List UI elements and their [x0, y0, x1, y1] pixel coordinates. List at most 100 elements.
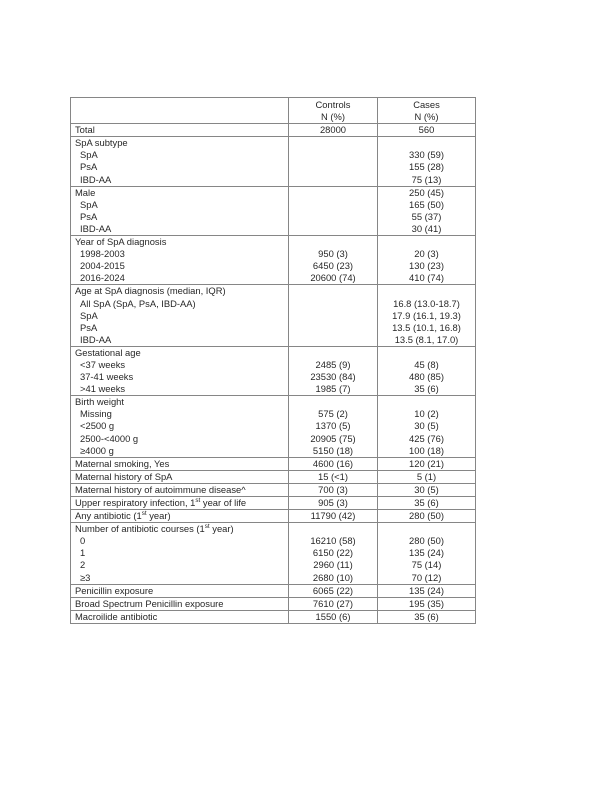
- row-cases-value: 100 (18): [377, 444, 476, 458]
- row-label: Total: [70, 123, 289, 137]
- row-cases-value: 55 (37): [377, 210, 476, 223]
- row-controls-value: 1370 (5): [288, 420, 378, 433]
- table-row: SpA 165 (50): [70, 198, 476, 211]
- row-cases-value: 480 (85): [377, 371, 476, 384]
- row-cases-value: 165 (50): [377, 198, 476, 211]
- row-cases-value: [377, 395, 476, 409]
- table-row: 2500-<4000 g 20905 (75) 425 (76): [70, 432, 476, 445]
- row-label: 37-41 weeks: [70, 371, 289, 384]
- row-controls-value: 11790 (42): [288, 509, 378, 523]
- row-label: 2004-2015: [70, 260, 289, 273]
- table-header: Controls N (%) Cases N (%): [70, 97, 476, 125]
- row-cases-value: 35 (6): [377, 609, 476, 624]
- row-label: Missing: [70, 408, 289, 421]
- row-cases-value: 130 (23): [377, 260, 476, 273]
- row-cases-value: 135 (24): [377, 547, 476, 560]
- row-controls-value: 6150 (22): [288, 547, 378, 560]
- row-cases-value: 30 (41): [377, 222, 476, 236]
- row-cases-value: 30 (5): [377, 482, 476, 497]
- row-label: <2500 g: [70, 420, 289, 433]
- row-label: 2500-<4000 g: [70, 432, 289, 445]
- table-row: Year of SpA diagnosis: [70, 235, 476, 249]
- baseline-characteristics-table: Controls N (%) Cases N (%) Total 28000 5…: [70, 97, 476, 624]
- row-controls-value: 4600 (16): [288, 456, 378, 471]
- table-row: 1998-2003 950 (3) 20 (3): [70, 248, 476, 261]
- row-label: Maternal smoking, Yes: [70, 456, 289, 471]
- table-row: Gestational age: [70, 345, 476, 359]
- table-row: 2016-2024 20600 (74) 410 (74): [70, 272, 476, 285]
- row-cases-value: 155 (28): [377, 161, 476, 174]
- row-label: PsA: [70, 210, 289, 223]
- table-row: Upper respiratory infection, 1st year of…: [70, 495, 476, 510]
- row-label: PsA: [70, 161, 289, 174]
- row-label: Gestational age: [70, 345, 289, 359]
- table-row: Age at SpA diagnosis (median, IQR): [70, 284, 476, 298]
- row-controls-value: 6065 (22): [288, 583, 378, 598]
- table-row: Maternal history of autoimmune disease^ …: [70, 482, 476, 497]
- table-row: Maternal smoking, Yes 4600 (16) 120 (21): [70, 456, 476, 471]
- table-row: SpA 330 (59): [70, 149, 476, 162]
- row-cases-value: [377, 235, 476, 249]
- table-row: SpA 17.9 (16.1, 19.3): [70, 309, 476, 322]
- row-label: Broad Spectrum Penicillin exposure: [70, 596, 289, 611]
- row-label: All SpA (SpA, PsA, IBD-AA): [70, 297, 289, 310]
- row-cases-value: 560: [377, 123, 476, 137]
- row-cases-value: 135 (24): [377, 583, 476, 598]
- row-label: Male: [70, 185, 289, 199]
- table-row: 2 2960 (11) 75 (14): [70, 559, 476, 572]
- row-controls-value: [288, 345, 378, 359]
- table-row: ≥3 2680 (10) 70 (12): [70, 571, 476, 585]
- row-cases-value: 17.9 (16.1, 19.3): [377, 309, 476, 322]
- superscript: st: [141, 509, 147, 517]
- table-row: 37-41 weeks 23530 (84) 480 (85): [70, 371, 476, 384]
- row-label: 1: [70, 547, 289, 560]
- row-label: Maternal history of autoimmune disease^: [70, 482, 289, 497]
- row-label: 2: [70, 559, 289, 572]
- row-controls-value: 2485 (9): [288, 358, 378, 372]
- table-row: Any antibiotic (1st year) 11790 (42) 280…: [70, 509, 476, 523]
- table-row: IBD-AA 30 (41): [70, 222, 476, 236]
- row-controls-value: 575 (2): [288, 408, 378, 421]
- row-label: 1998-2003: [70, 248, 289, 261]
- row-cases-value: 120 (21): [377, 456, 476, 471]
- row-cases-value: 13.5 (10.1, 16.8): [377, 321, 476, 334]
- row-controls-value: 2960 (11): [288, 559, 378, 572]
- row-cases-value: 13.5 (8.1, 17.0): [377, 333, 476, 347]
- table-row: Broad Spectrum Penicillin exposure 7610 …: [70, 596, 476, 611]
- row-label: Macroilide antibiotic: [70, 609, 289, 624]
- table-row: PsA 155 (28): [70, 161, 476, 174]
- table-row: <2500 g 1370 (5) 30 (5): [70, 420, 476, 433]
- row-controls-value: 2680 (10): [288, 571, 378, 585]
- row-label: 0: [70, 535, 289, 548]
- table-body: Total 28000 560 SpA subtype SpA 330 (59)…: [70, 123, 476, 624]
- row-controls-value: 28000: [288, 123, 378, 137]
- row-cases-value: 70 (12): [377, 571, 476, 585]
- header-cell-controls: Controls N (%): [288, 97, 378, 125]
- row-label: ≥4000 g: [70, 444, 289, 458]
- row-controls-value: 20905 (75): [288, 432, 378, 445]
- row-cases-value: [377, 345, 476, 359]
- row-cases-value: 75 (14): [377, 559, 476, 572]
- row-label: >41 weeks: [70, 383, 289, 396]
- table-row: Penicillin exposure 6065 (22) 135 (24): [70, 583, 476, 598]
- row-cases-value: [377, 522, 476, 536]
- row-label: IBD-AA: [70, 333, 289, 347]
- row-label: Birth weight: [70, 395, 289, 409]
- row-cases-value: 330 (59): [377, 149, 476, 162]
- row-label: PsA: [70, 321, 289, 334]
- table-row: Number of antibiotic courses (1st year): [70, 522, 476, 536]
- superscript: st: [204, 523, 210, 531]
- table-row: <37 weeks 2485 (9) 45 (8): [70, 358, 476, 372]
- table-row: IBD-AA 13.5 (8.1, 17.0): [70, 333, 476, 347]
- row-controls-value: 16210 (58): [288, 535, 378, 548]
- row-controls-value: [288, 173, 378, 187]
- row-controls-value: [288, 222, 378, 236]
- row-cases-value: 425 (76): [377, 432, 476, 445]
- row-controls-value: [288, 395, 378, 409]
- table-row: Missing 575 (2) 10 (2): [70, 408, 476, 421]
- header-cell-cases: Cases N (%): [377, 97, 476, 125]
- header-cases-subtitle: N (%): [414, 110, 439, 122]
- row-controls-value: [288, 210, 378, 223]
- table-row: IBD-AA 75 (13): [70, 173, 476, 187]
